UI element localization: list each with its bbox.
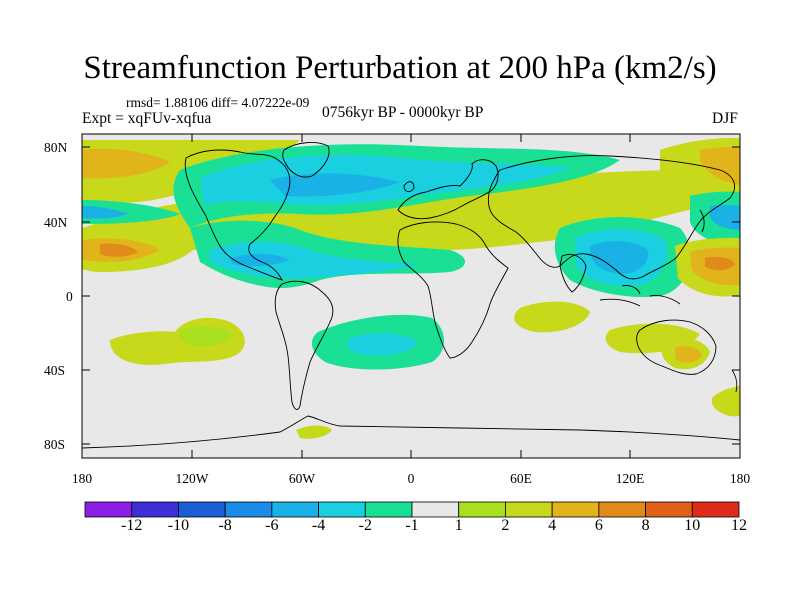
- canada-greenland-negative-core: [270, 173, 400, 197]
- coast-africa: [397, 221, 509, 359]
- south-pacific-positive-core: [179, 326, 232, 347]
- coast-australia: [636, 319, 717, 375]
- colorbar-label: -1: [405, 517, 419, 534]
- colorbar-label: -8: [218, 517, 232, 534]
- coast-se-asia-islands: [599, 285, 681, 307]
- map-title: Streamfunction Perturbation at 200 hPa (…: [83, 50, 717, 86]
- colorbar-box: [551, 501, 600, 518]
- lon-label-60e: 60E: [510, 471, 532, 486]
- anomaly-field: [82, 134, 740, 458]
- west-pacific-positive-inner: [705, 256, 735, 271]
- experiment-label: Expt = xqFUv-xqfua: [82, 110, 212, 127]
- coast-antarctica: [82, 415, 740, 449]
- lon-label-120e: 120E: [615, 471, 645, 486]
- coast-uk: [403, 181, 415, 193]
- arctic-positive-core: [82, 148, 170, 179]
- lon-label-0: 0: [407, 471, 415, 486]
- lon-label-60w: 60W: [288, 471, 316, 486]
- colorbar-box: [364, 501, 413, 518]
- colorbar-label: 2: [501, 517, 510, 534]
- colorbar-box: [271, 501, 319, 518]
- season-label: DJF: [712, 110, 738, 127]
- indian-ocean-positive: [514, 301, 590, 333]
- colorbar-label: -6: [265, 517, 279, 534]
- coast-new-zealand: [731, 369, 738, 393]
- australia-positive-core: [675, 346, 702, 363]
- lat-label-80s: 80S: [44, 437, 66, 452]
- south-atlantic-negative-core: [347, 333, 418, 356]
- colorbar-box: [691, 501, 740, 518]
- lon-label-180w: 180: [71, 471, 93, 486]
- period-label: 0756kyr BP - 0000kyr BP: [322, 104, 484, 121]
- colorbar-box: [224, 501, 273, 518]
- colorbar-label: 8: [641, 517, 650, 534]
- tropical-atlantic-negative-core: [230, 253, 290, 267]
- colorbar-label: -2: [358, 517, 372, 534]
- colorbar-label: -4: [311, 517, 326, 534]
- colorbar-label: 6: [594, 517, 603, 534]
- colorbar: [84, 501, 740, 518]
- colorbar-box: [178, 501, 226, 518]
- southeast-pacific-positive: [712, 386, 740, 417]
- colorbar-box: [505, 501, 553, 518]
- lat-label-0: 0: [66, 289, 73, 304]
- coastlines: [82, 142, 740, 449]
- colorbar-label: 10: [684, 517, 701, 534]
- colorbar-box: [411, 501, 460, 518]
- coast-japan: [699, 209, 705, 233]
- west-pacific-negative-core: [82, 206, 128, 219]
- lon-label-180e: 180: [729, 471, 751, 486]
- asia-negative-core: [589, 241, 649, 274]
- antarctic-positive: [296, 425, 332, 439]
- lon-label-120w: 120W: [175, 471, 209, 486]
- coast-europe: [397, 159, 499, 220]
- lat-label-80n: 80N: [44, 140, 68, 155]
- coast-north-america: [184, 149, 291, 281]
- colorbar-box: [318, 501, 366, 518]
- tropical-atlantic-negative-mid: [210, 241, 420, 279]
- colorbar-label: 1: [454, 517, 463, 534]
- north-pacific-positive-inner: [100, 243, 138, 257]
- colorbar-box: [84, 501, 133, 518]
- colorbar-label: -10: [167, 517, 190, 534]
- coast-india: [559, 254, 587, 293]
- lat-label-40s: 40S: [44, 363, 66, 378]
- colorbar-box: [645, 501, 693, 518]
- colorbar-box: [458, 501, 506, 518]
- colorbar-box: [598, 501, 646, 518]
- stats-line: rmsd= 1.88106 diff= 4.07222e-09: [126, 95, 310, 110]
- colorbar-label: 12: [731, 517, 747, 534]
- lat-label-40n: 40N: [44, 215, 68, 230]
- colorbar-box: [131, 501, 179, 518]
- axis-ticks: [82, 134, 740, 458]
- coast-asia: [487, 155, 736, 280]
- colorbar-label: 4: [548, 517, 557, 534]
- coast-greenland: [282, 142, 330, 178]
- colorbar-label: -12: [121, 517, 143, 534]
- coast-south-america: [274, 280, 334, 410]
- east-pacific-negative-core: [710, 205, 740, 230]
